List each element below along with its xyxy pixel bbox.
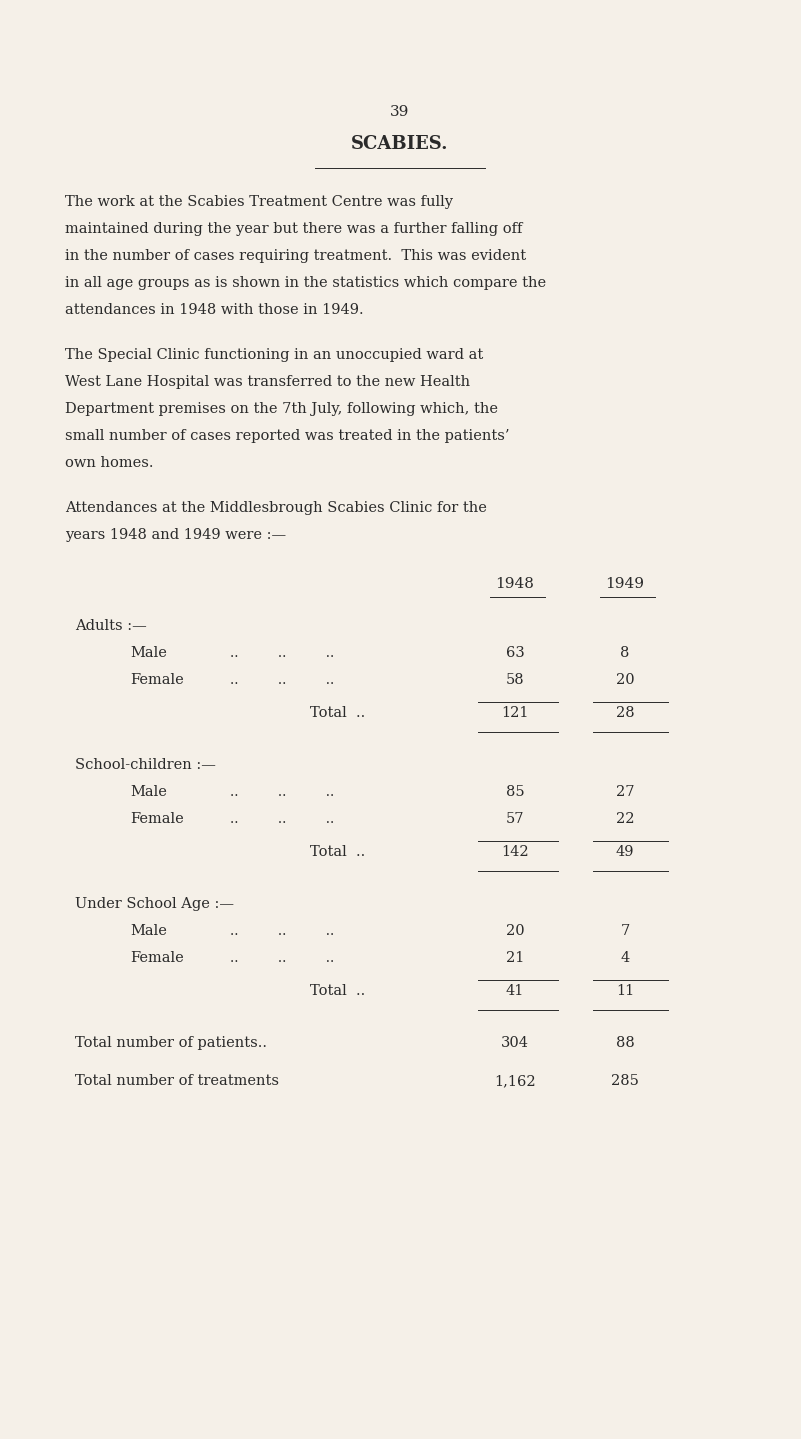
Text: 85: 85 [505, 786, 525, 799]
Text: own homes.: own homes. [65, 456, 154, 471]
Text: Total  ..: Total .. [310, 845, 365, 859]
Text: Total number of patients..: Total number of patients.. [75, 1036, 267, 1050]
Text: 57: 57 [505, 812, 524, 826]
Text: years 1948 and 1949 were :—: years 1948 and 1949 were :— [65, 528, 286, 543]
Text: Male: Male [130, 786, 167, 799]
Text: 7: 7 [621, 924, 630, 938]
Text: ..         ..         ..: .. .. .. [230, 951, 334, 966]
Text: ..         ..         ..: .. .. .. [230, 812, 334, 826]
Text: The work at the Scabies Treatment Centre was fully: The work at the Scabies Treatment Centre… [65, 196, 453, 209]
Text: West Lane Hospital was transferred to the new Health: West Lane Hospital was transferred to th… [65, 376, 470, 389]
Text: Adults :—: Adults :— [75, 619, 147, 633]
Text: attendances in 1948 with those in 1949.: attendances in 1948 with those in 1949. [65, 304, 364, 317]
Text: 304: 304 [501, 1036, 529, 1050]
Text: 21: 21 [505, 951, 524, 966]
Text: 49: 49 [616, 845, 634, 859]
Text: 285: 285 [611, 1073, 639, 1088]
Text: ..         ..         ..: .. .. .. [230, 673, 334, 686]
Text: 88: 88 [616, 1036, 634, 1050]
Text: Female: Female [130, 951, 183, 966]
Text: SCABIES.: SCABIES. [352, 135, 449, 153]
Text: 22: 22 [616, 812, 634, 826]
Text: Female: Female [130, 673, 183, 686]
Text: Total  ..: Total .. [310, 984, 365, 999]
Text: 4: 4 [621, 951, 630, 966]
Text: Total number of treatments: Total number of treatments [75, 1073, 279, 1088]
Text: 41: 41 [505, 984, 524, 999]
Text: 1949: 1949 [606, 577, 645, 591]
Text: 20: 20 [616, 673, 634, 686]
Text: Attendances at the Middlesbrough Scabies Clinic for the: Attendances at the Middlesbrough Scabies… [65, 501, 487, 515]
Text: Male: Male [130, 924, 167, 938]
Text: 27: 27 [616, 786, 634, 799]
Text: in all age groups as is shown in the statistics which compare the: in all age groups as is shown in the sta… [65, 276, 546, 291]
Text: ..         ..         ..: .. .. .. [230, 786, 334, 799]
Text: 8: 8 [620, 646, 630, 661]
Text: Male: Male [130, 646, 167, 661]
Text: Female: Female [130, 812, 183, 826]
Text: 142: 142 [501, 845, 529, 859]
Text: in the number of cases requiring treatment.  This was evident: in the number of cases requiring treatme… [65, 249, 526, 263]
Text: maintained during the year but there was a further falling off: maintained during the year but there was… [65, 222, 522, 236]
Text: 20: 20 [505, 924, 525, 938]
Text: 121: 121 [501, 707, 529, 720]
Text: Total  ..: Total .. [310, 707, 365, 720]
Text: ..         ..         ..: .. .. .. [230, 924, 334, 938]
Text: 1948: 1948 [496, 577, 534, 591]
Text: small number of cases reported was treated in the patients’: small number of cases reported was treat… [65, 429, 509, 443]
Text: The Special Clinic functioning in an unoccupied ward at: The Special Clinic functioning in an uno… [65, 348, 483, 363]
Text: 58: 58 [505, 673, 525, 686]
Text: 39: 39 [390, 105, 409, 119]
Text: ..         ..         ..: .. .. .. [230, 646, 334, 661]
Text: 63: 63 [505, 646, 525, 661]
Text: Department premises on the 7th July, following which, the: Department premises on the 7th July, fol… [65, 401, 498, 416]
Text: Under School Age :—: Under School Age :— [75, 896, 234, 911]
Text: School-children :—: School-children :— [75, 758, 216, 771]
Text: 11: 11 [616, 984, 634, 999]
Text: 28: 28 [616, 707, 634, 720]
Text: 1,162: 1,162 [494, 1073, 536, 1088]
